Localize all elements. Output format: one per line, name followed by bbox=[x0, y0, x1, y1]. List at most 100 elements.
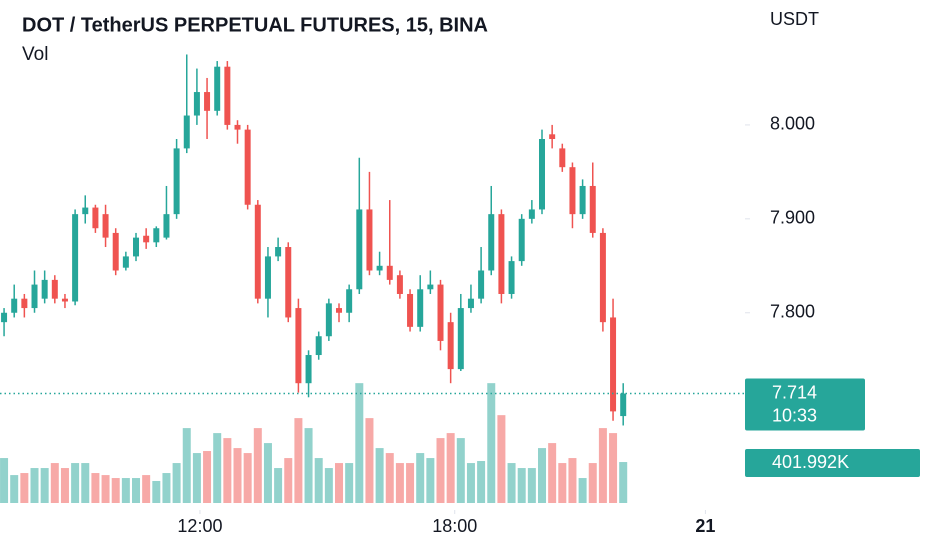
candle-body bbox=[620, 393, 627, 417]
price-badge-label: 7.714 bbox=[772, 382, 817, 402]
volume-bar bbox=[0, 458, 9, 503]
volume-bar bbox=[213, 433, 222, 503]
candle-body bbox=[498, 214, 505, 294]
volume-badge bbox=[745, 449, 920, 477]
candle-body bbox=[41, 279, 48, 299]
volume-bar bbox=[355, 383, 364, 503]
volume-bar bbox=[436, 438, 445, 503]
volume-bar bbox=[20, 473, 29, 503]
candle-body bbox=[488, 214, 495, 271]
volume-bar bbox=[60, 468, 69, 503]
candle-body bbox=[173, 148, 180, 215]
volume-bar bbox=[152, 480, 161, 503]
candle-body bbox=[305, 355, 312, 384]
volume-pane bbox=[0, 383, 628, 503]
volume-bar bbox=[517, 468, 526, 503]
candle-body bbox=[112, 232, 119, 271]
candles bbox=[1, 54, 627, 426]
volume-bar bbox=[538, 448, 547, 503]
volume-bar bbox=[274, 468, 283, 503]
volume-bar bbox=[314, 458, 323, 503]
volume-bar bbox=[335, 463, 344, 503]
candle-body bbox=[31, 284, 38, 309]
candle-body bbox=[356, 209, 363, 290]
volume-bar bbox=[598, 428, 607, 503]
volume-bar bbox=[446, 433, 455, 503]
candle-body bbox=[569, 167, 576, 215]
x-tick-label: 18:00 bbox=[432, 516, 477, 536]
volume-bar bbox=[132, 478, 141, 503]
volume-bar bbox=[416, 453, 425, 503]
volume-bar bbox=[50, 463, 59, 503]
candle-body bbox=[275, 247, 282, 257]
candle-body bbox=[163, 214, 170, 238]
candle-body bbox=[336, 308, 343, 313]
volume-bar bbox=[223, 438, 232, 503]
volume-bar bbox=[10, 475, 19, 503]
volume-bar bbox=[101, 475, 110, 503]
volume-bar bbox=[619, 462, 628, 503]
volume-badge-label: 401.992K bbox=[772, 452, 849, 472]
countdown-label: 10:33 bbox=[772, 405, 817, 425]
axes: 7.800 7.900 8.000 12:00 18:00 21 7.714 10:33 401… bbox=[0, 114, 920, 536]
volume-bar bbox=[375, 448, 384, 503]
volume-bar bbox=[233, 448, 242, 503]
candle-body bbox=[295, 308, 302, 384]
candle-body bbox=[122, 256, 129, 268]
volume-bar bbox=[111, 478, 120, 503]
volume-bar bbox=[284, 458, 293, 503]
candle-body bbox=[254, 204, 261, 299]
volume-bar bbox=[142, 475, 151, 503]
volume-bar bbox=[182, 428, 191, 503]
volume-bar bbox=[263, 443, 272, 503]
volume-bar bbox=[294, 418, 303, 503]
price-badge bbox=[745, 378, 865, 431]
candle-body bbox=[1, 312, 8, 323]
candle-body bbox=[153, 228, 160, 243]
volume-bar bbox=[426, 458, 435, 503]
candle-body bbox=[102, 214, 109, 238]
currency-label: USDT bbox=[770, 9, 819, 29]
volume-bar bbox=[162, 473, 171, 503]
candle-body bbox=[61, 298, 68, 302]
x-tick-label: 12:00 bbox=[177, 516, 222, 536]
candle-body bbox=[528, 209, 535, 219]
candle-body bbox=[417, 289, 424, 327]
volume-bar bbox=[243, 453, 252, 503]
candle-body bbox=[346, 289, 353, 313]
candle-body bbox=[244, 129, 251, 205]
volume-bar bbox=[253, 428, 262, 503]
candle-body bbox=[386, 265, 393, 280]
candle-body bbox=[214, 66, 221, 111]
volume-bar bbox=[304, 428, 313, 503]
candle-body bbox=[427, 284, 434, 290]
candle-body bbox=[539, 139, 546, 210]
candle-body bbox=[315, 336, 322, 356]
candle-body bbox=[579, 185, 586, 215]
volume-bar bbox=[588, 463, 597, 503]
volume-title: Vol bbox=[22, 44, 48, 65]
candle-body bbox=[437, 284, 444, 341]
candle-body bbox=[82, 207, 89, 215]
volume-bar bbox=[81, 463, 90, 503]
volume-bar bbox=[395, 463, 404, 503]
candle-body bbox=[447, 322, 454, 370]
volume-bar bbox=[172, 463, 181, 503]
chart-title: DOT / TetherUS PERPETUAL FUTURES, 15, BI… bbox=[22, 14, 488, 36]
volume-bar bbox=[456, 438, 465, 503]
volume-bar bbox=[365, 418, 374, 503]
candle-body bbox=[204, 92, 211, 111]
candle-body bbox=[21, 298, 28, 309]
candle-body bbox=[264, 256, 271, 299]
volume-bar bbox=[477, 461, 486, 503]
y-tick-label: 8.000 bbox=[770, 114, 815, 134]
volume-bar bbox=[385, 453, 394, 503]
volume-bar bbox=[568, 458, 577, 503]
volume-bar bbox=[507, 463, 516, 503]
candle-body bbox=[407, 293, 414, 327]
volume-bar bbox=[578, 478, 587, 503]
candle-body bbox=[11, 298, 18, 313]
volume-bar bbox=[71, 463, 80, 503]
volume-bar bbox=[40, 468, 49, 503]
